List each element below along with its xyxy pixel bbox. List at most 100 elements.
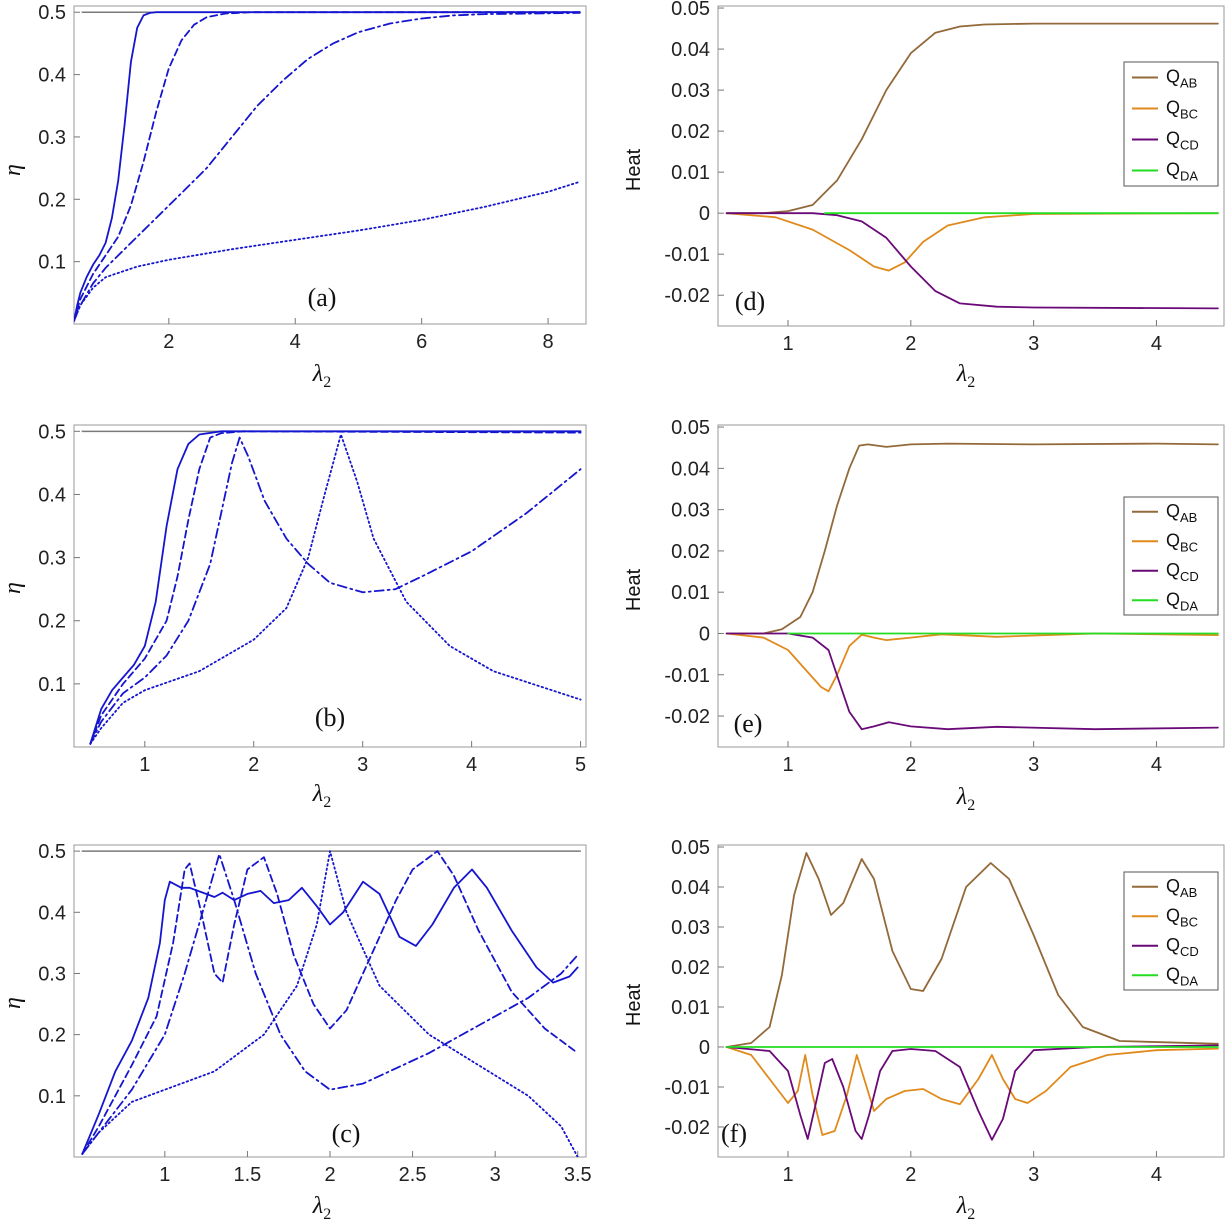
series-line-solid bbox=[89, 430, 582, 745]
x-axis-label: λ2 bbox=[956, 361, 975, 391]
x-tick-label: 4 bbox=[466, 754, 477, 776]
x-tick-label: 3 bbox=[357, 754, 368, 776]
x-tick-label: 1 bbox=[782, 754, 793, 776]
series-line-dotted bbox=[89, 433, 582, 745]
series-line-dashed bbox=[74, 11, 581, 322]
panel-label: (e) bbox=[734, 709, 763, 738]
y-axis-label: η bbox=[0, 997, 26, 1009]
panel-label: (c) bbox=[332, 1119, 361, 1148]
series-line-dashed bbox=[89, 430, 582, 745]
y-tick-label: 0.05 bbox=[671, 837, 710, 859]
x-tick-label: 1 bbox=[782, 1164, 793, 1186]
panel-b: 1 2 3 4 5 0.1 0.2 0.3 0.4 0.5 (b) λ2 η bbox=[0, 421, 587, 811]
y-tick-label: -0.01 bbox=[664, 244, 710, 266]
series-line-q-cd bbox=[725, 212, 1219, 310]
legend-box bbox=[1123, 61, 1219, 187]
y-axis-label: Heat bbox=[623, 983, 645, 1026]
y-tick-label: -0.02 bbox=[664, 706, 710, 728]
legend-label: QAB bbox=[1166, 876, 1197, 900]
y-tick-label: -0.01 bbox=[664, 665, 710, 687]
y-tick-label: -0.02 bbox=[664, 1117, 710, 1139]
y-tick-label: 0.5 bbox=[38, 2, 66, 24]
series-group bbox=[81, 430, 582, 745]
legend: QAB QBC QCD QDA bbox=[1123, 61, 1219, 187]
y-tick-label: 0.2 bbox=[38, 1025, 66, 1047]
legend-label: QBC bbox=[1166, 530, 1198, 554]
legend: QAB QBC QCD QDA bbox=[1123, 496, 1219, 616]
x-tick-label: 2 bbox=[163, 331, 174, 353]
x-tick-label: 5 bbox=[575, 754, 586, 776]
x-tick-label: 3 bbox=[1028, 754, 1039, 776]
legend-label: QDA bbox=[1166, 589, 1198, 613]
x-tick-label: 1 bbox=[782, 333, 793, 355]
legend-label: QBC bbox=[1166, 905, 1198, 929]
y-tick-label: 0.01 bbox=[671, 997, 710, 1019]
y-tick-label: -0.01 bbox=[664, 1077, 710, 1099]
x-axis-label: λ2 bbox=[312, 361, 331, 391]
axis-ticks: 1 2 3 4 -0.02 -0.01 0 0.01 0.02 0.03 0.04 0.05 bbox=[664, 837, 1162, 1186]
series-line-q-ab bbox=[725, 852, 1219, 1048]
y-tick-label: 0.05 bbox=[671, 417, 710, 439]
y-tick-label: 0.4 bbox=[38, 65, 66, 87]
y-tick-label: 0.1 bbox=[38, 252, 66, 274]
y-tick-label: 0.4 bbox=[38, 902, 66, 924]
y-tick-label: 0.5 bbox=[38, 421, 66, 443]
plot-frame bbox=[73, 5, 587, 325]
series-line-solid bbox=[74, 11, 581, 322]
legend-label: QCD bbox=[1166, 935, 1199, 959]
series-line-dashdot bbox=[89, 436, 582, 745]
plot-frame bbox=[717, 844, 1225, 1158]
x-tick-label: 1.5 bbox=[234, 1164, 262, 1186]
y-tick-label: 0.04 bbox=[671, 458, 710, 480]
series-line-dashdot bbox=[81, 853, 579, 1155]
series-group bbox=[725, 442, 1219, 731]
x-tick-label: 2 bbox=[324, 1164, 335, 1186]
x-tick-label: 2.5 bbox=[399, 1164, 427, 1186]
y-tick-label: 0 bbox=[699, 623, 710, 645]
y-tick-label: 0.2 bbox=[38, 189, 66, 211]
x-tick-label: 4 bbox=[290, 331, 301, 353]
x-tick-label: 2 bbox=[905, 333, 916, 355]
y-tick-label: 0.03 bbox=[671, 500, 710, 522]
y-tick-label: 0.02 bbox=[671, 121, 710, 143]
series-line-q-bc bbox=[725, 212, 1219, 272]
x-tick-label: 3 bbox=[1028, 1164, 1039, 1186]
series-line-dotted bbox=[81, 850, 579, 1157]
x-tick-label: 2 bbox=[905, 1164, 916, 1186]
y-tick-label: 0 bbox=[699, 203, 710, 225]
legend-label: QBC bbox=[1166, 98, 1198, 122]
y-tick-label: 0.04 bbox=[671, 39, 710, 61]
series-line-dashed bbox=[81, 850, 579, 1155]
x-tick-label: 4 bbox=[1151, 333, 1162, 355]
y-tick-label: 0 bbox=[699, 1037, 710, 1059]
x-tick-label: 2 bbox=[248, 754, 259, 776]
legend-label: QCD bbox=[1166, 129, 1199, 153]
x-axis-label: λ2 bbox=[312, 1193, 331, 1223]
y-tick-label: 0.3 bbox=[38, 963, 66, 985]
x-tick-label: 3 bbox=[1028, 333, 1039, 355]
y-tick-label: 0.03 bbox=[671, 80, 710, 102]
axis-ticks: 1 2 3 4 5 0.1 0.2 0.3 0.4 0.5 bbox=[38, 421, 586, 776]
y-tick-label: 0.3 bbox=[38, 548, 66, 570]
y-tick-label: 0.02 bbox=[671, 957, 710, 979]
plot-frame bbox=[73, 844, 587, 1158]
series-line-solid bbox=[81, 868, 579, 1155]
series-line-q-cd bbox=[725, 632, 1219, 731]
y-tick-label: 0.1 bbox=[38, 1086, 66, 1108]
panel-label: (f) bbox=[721, 1119, 747, 1148]
axis-ticks: 1 1.5 2 2.5 3 3.5 0.1 0.2 0.3 0.4 0.5 bbox=[38, 841, 591, 1186]
y-axis-label: Heat bbox=[623, 148, 645, 191]
y-tick-label: 0.2 bbox=[38, 611, 66, 633]
legend-box bbox=[1123, 871, 1219, 991]
y-tick-label: 0.04 bbox=[671, 877, 710, 899]
legend-label: QCD bbox=[1166, 560, 1199, 584]
y-tick-label: 0.1 bbox=[38, 674, 66, 696]
series-line-q-bc bbox=[725, 632, 1219, 693]
y-tick-label: 0.01 bbox=[671, 162, 710, 184]
y-axis-label: η bbox=[0, 164, 26, 176]
y-axis-label: Heat bbox=[623, 568, 645, 611]
x-tick-label: 3 bbox=[490, 1164, 501, 1186]
y-tick-label: 0.3 bbox=[38, 127, 66, 149]
